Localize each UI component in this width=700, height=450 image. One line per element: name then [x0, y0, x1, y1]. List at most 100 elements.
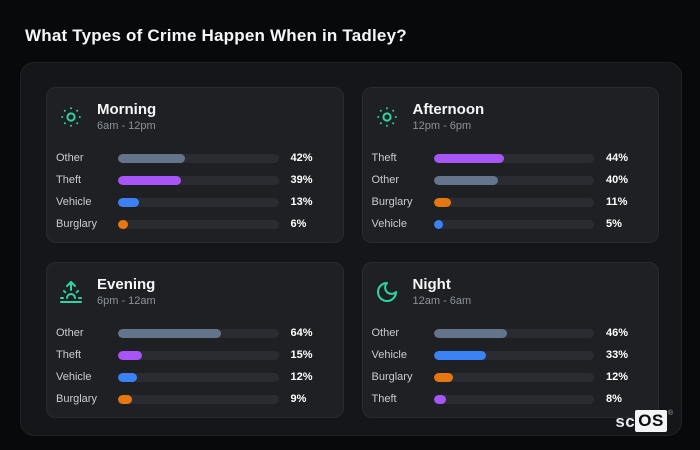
card-subtitle: 12am - 6am	[412, 295, 472, 308]
bar-row: Vehicle 12%	[56, 371, 329, 383]
bar-label: Burglary	[56, 217, 97, 230]
bar-fill	[433, 153, 505, 163]
bar-list: Other 46% Vehicle 33% Burglary 12% Theft…	[372, 327, 645, 405]
bar-row: Vehicle 13%	[56, 196, 329, 208]
bar-fill	[433, 197, 452, 207]
bar-track	[118, 328, 279, 338]
bar-value: 6%	[290, 217, 307, 230]
card-subtitle: 12pm - 6pm	[412, 120, 472, 133]
bar-fill	[118, 394, 133, 404]
bar-value: 12%	[606, 370, 629, 383]
registered-mark-icon: ®	[667, 410, 673, 417]
bar-fill	[118, 350, 143, 360]
bar-track	[118, 350, 279, 360]
bar-value: 64%	[290, 326, 313, 339]
bar-label: Theft	[371, 392, 397, 405]
card-title: Afternoon	[412, 101, 485, 118]
bar-row: Theft 8%	[372, 393, 645, 405]
bar-value: 12%	[290, 370, 313, 383]
bar-fill	[118, 175, 181, 185]
bar-fill	[118, 197, 139, 207]
bar-fill	[118, 153, 186, 163]
card-night: Night 12am - 6am Other 46% Vehicle 33% B…	[361, 262, 659, 418]
bar-row: Other 46%	[372, 327, 645, 339]
bar-value: 33%	[606, 348, 629, 361]
bar-label: Burglary	[56, 392, 97, 405]
bar-value: 42%	[290, 151, 313, 164]
bar-track	[433, 153, 594, 163]
bar-track	[433, 372, 594, 382]
card-evening: Evening 6pm - 12am Other 64% Theft 15% V…	[46, 262, 344, 418]
bar-fill	[118, 372, 138, 382]
bar-list: Theft 44% Other 40% Burglary 11% Vehicle…	[372, 152, 645, 230]
bar-row: Vehicle 33%	[372, 349, 645, 361]
sunrise-icon	[58, 279, 84, 305]
bar-track	[433, 394, 594, 404]
bar-value: 11%	[606, 195, 628, 208]
watermark-suffix: OS	[635, 410, 667, 432]
bar-value: 13%	[290, 195, 313, 208]
bar-row: Vehicle 5%	[372, 218, 645, 230]
bar-value: 15%	[290, 348, 313, 361]
card-morning: Morning 6am - 12pm Other 42% Theft 39% V…	[46, 87, 344, 243]
bar-row: Other 42%	[56, 152, 329, 164]
bar-fill	[433, 372, 453, 382]
card-header: Evening 6pm - 12am	[56, 273, 329, 307]
bar-track	[433, 219, 594, 229]
bar-value: 46%	[606, 326, 629, 339]
bar-track	[118, 153, 279, 163]
bar-row: Burglary 9%	[56, 393, 329, 405]
bar-label: Vehicle	[56, 195, 92, 208]
crime-times-panel: Morning 6am - 12pm Other 42% Theft 39% V…	[20, 62, 682, 436]
bar-label: Burglary	[371, 370, 413, 383]
bar-track	[433, 197, 594, 207]
card-afternoon: Afternoon 12pm - 6pm Theft 44% Other 40%…	[361, 87, 659, 243]
bar-track	[118, 197, 279, 207]
bar-label: Vehicle	[56, 370, 92, 383]
card-header-text: Evening 6pm - 12am	[97, 276, 156, 307]
bar-label: Theft	[371, 151, 397, 164]
bar-track	[118, 394, 279, 404]
bar-label: Vehicle	[371, 348, 407, 361]
bar-label: Theft	[56, 173, 82, 186]
watermark-prefix: sc	[615, 412, 636, 431]
bar-value: 5%	[606, 217, 622, 230]
bar-track	[433, 328, 594, 338]
bar-row: Other 40%	[372, 174, 645, 186]
bar-value: 8%	[606, 392, 622, 405]
sun-dim-icon	[58, 104, 84, 130]
bar-row: Theft 39%	[56, 174, 329, 186]
bar-fill	[433, 394, 447, 404]
bar-list: Other 42% Theft 39% Vehicle 13% Burglary…	[56, 152, 329, 230]
card-title: Evening	[97, 276, 156, 293]
bar-row: Theft 44%	[372, 152, 645, 164]
card-header-text: Afternoon 12pm - 6pm	[413, 101, 485, 132]
bar-fill	[118, 328, 221, 338]
bar-label: Other	[371, 173, 400, 186]
bar-row: Burglary 11%	[372, 196, 645, 208]
bar-label: Theft	[56, 348, 82, 361]
bar-fill	[433, 175, 498, 185]
bar-fill	[433, 328, 508, 338]
bar-value: 40%	[606, 173, 629, 186]
bar-label: Other	[56, 326, 84, 339]
card-header-text: Night 12am - 6am	[413, 276, 472, 307]
bar-track	[118, 372, 279, 382]
bar-label: Vehicle	[371, 217, 407, 230]
sun-dim-icon	[374, 104, 400, 130]
bar-value: 39%	[290, 173, 313, 186]
bar-label: Other	[56, 151, 84, 164]
bar-row: Burglary 12%	[372, 371, 645, 383]
card-header-text: Morning 6am - 12pm	[97, 101, 156, 132]
bar-fill	[433, 350, 487, 360]
card-title: Night	[412, 276, 451, 293]
bar-label: Burglary	[371, 195, 413, 208]
scos-watermark: sc OS ®	[615, 410, 673, 432]
bar-list: Other 64% Theft 15% Vehicle 12% Burglary…	[56, 327, 329, 405]
bar-track	[118, 175, 279, 185]
bar-fill	[433, 219, 443, 229]
bar-track	[118, 219, 279, 229]
bar-track	[433, 175, 594, 185]
page-title: What Types of Crime Happen When in Tadle…	[25, 26, 407, 45]
bar-row: Other 64%	[56, 327, 329, 339]
